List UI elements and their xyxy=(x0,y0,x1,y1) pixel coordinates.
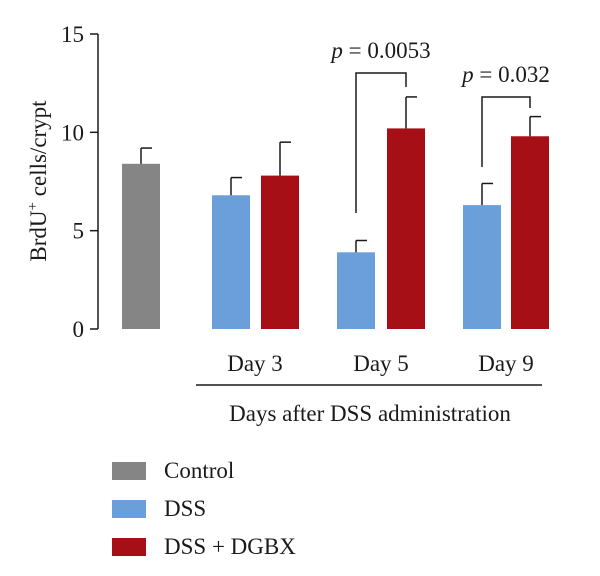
legend: Control DSS DSS + DGBX xyxy=(112,452,296,566)
p-value-label: p = 0.032 xyxy=(460,62,550,87)
group-label-day-9: Day 9 xyxy=(478,351,534,376)
p-value-text: = 0.0053 xyxy=(343,38,431,63)
bar-chart: 0 5 10 15 BrdU+ cells/crypt Day 3 Day 5 Day 9 Da… xyxy=(25,22,550,426)
y-tick-label: 0 xyxy=(73,317,85,342)
y-axis-label-main: BrdU xyxy=(26,210,51,262)
bar-dss-dgbx-day-5 xyxy=(387,128,425,329)
x-axis-label: Days after DSS administration xyxy=(229,401,511,426)
p-symbol: p xyxy=(329,38,343,63)
legend-swatch-dss xyxy=(112,500,146,518)
y-tick-label: 5 xyxy=(73,219,85,244)
legend-label-control: Control xyxy=(164,458,235,483)
legend-swatch-dss-dgbx xyxy=(112,538,146,556)
group-label-day-5: Day 5 xyxy=(353,351,409,376)
y-axis-label: BrdU+ cells/crypt xyxy=(25,100,51,262)
bar-dss-day-3 xyxy=(212,195,250,329)
p-value-label: p = 0.0053 xyxy=(329,38,430,63)
y-tick-label: 10 xyxy=(61,120,84,145)
bar-dss-day-9 xyxy=(463,205,501,329)
y-axis-label-superscript: + xyxy=(25,202,41,210)
legend-item-dss-dgbx: DSS + DGBX xyxy=(112,528,296,566)
bar-dss-dgbx-day-3 xyxy=(261,175,299,329)
p-symbol: p xyxy=(460,62,474,87)
group-label-day-3: Day 3 xyxy=(227,351,283,376)
bar-control xyxy=(122,163,160,329)
bar-dss-dgbx-day-9 xyxy=(511,136,549,329)
y-tick-label: 15 xyxy=(61,22,84,47)
legend-item-dss: DSS xyxy=(112,490,296,528)
bar-dss-day-5 xyxy=(337,252,375,329)
legend-item-control: Control xyxy=(112,452,296,490)
y-axis-label-rest: cells/crypt xyxy=(26,100,51,202)
significance-bracket xyxy=(481,96,531,167)
p-value-text: = 0.032 xyxy=(474,62,550,87)
legend-swatch-control xyxy=(112,462,146,480)
legend-label-dss: DSS xyxy=(164,496,207,521)
legend-label-dss-dgbx: DSS + DGBX xyxy=(164,534,296,559)
significance-bracket xyxy=(355,72,407,213)
